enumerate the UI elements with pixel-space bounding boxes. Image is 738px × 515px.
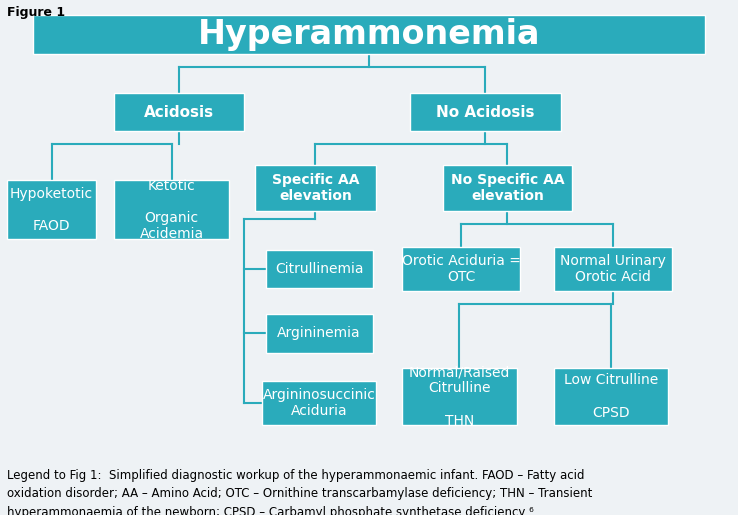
- FancyBboxPatch shape: [402, 247, 520, 291]
- FancyBboxPatch shape: [262, 381, 376, 425]
- FancyBboxPatch shape: [554, 368, 668, 425]
- Text: Hyperammonemia: Hyperammonemia: [198, 18, 540, 52]
- Text: Specific AA
elevation: Specific AA elevation: [272, 173, 359, 203]
- FancyBboxPatch shape: [255, 165, 376, 211]
- Text: No Acidosis: No Acidosis: [436, 105, 534, 119]
- FancyBboxPatch shape: [266, 314, 373, 353]
- Text: Normal/Raised
Citrulline

THN: Normal/Raised Citrulline THN: [409, 365, 510, 428]
- Text: Low Citrulline

CPSD: Low Citrulline CPSD: [564, 373, 658, 420]
- Text: No Specific AA
elevation: No Specific AA elevation: [451, 173, 564, 203]
- Text: Hypoketotic

FAOD: Hypoketotic FAOD: [10, 186, 93, 233]
- FancyBboxPatch shape: [114, 93, 244, 131]
- FancyBboxPatch shape: [554, 247, 672, 291]
- FancyBboxPatch shape: [33, 15, 705, 54]
- Text: Acidosis: Acidosis: [144, 105, 214, 119]
- FancyBboxPatch shape: [114, 180, 229, 239]
- Text: Argininosuccinic
Aciduria: Argininosuccinic Aciduria: [263, 388, 376, 418]
- Text: Ketotic

Organic
Acidemia: Ketotic Organic Acidemia: [139, 179, 204, 241]
- FancyBboxPatch shape: [443, 165, 572, 211]
- Text: Legend to Fig 1:  Simplified diagnostic workup of the hyperammonaemic infant. FA: Legend to Fig 1: Simplified diagnostic w…: [7, 469, 585, 482]
- Text: hyperammonaemia of the newborn; CPSD – Carbamyl phosphate synthetase deficiency : hyperammonaemia of the newborn; CPSD – C…: [7, 506, 534, 515]
- FancyBboxPatch shape: [7, 180, 96, 239]
- Text: oxidation disorder; AA – Amino Acid; OTC – Ornithine transcarbamylase deficiency: oxidation disorder; AA – Amino Acid; OTC…: [7, 487, 593, 500]
- Text: Orotic Aciduria =
OTC: Orotic Aciduria = OTC: [401, 254, 521, 284]
- Text: Normal Urinary
Orotic Acid: Normal Urinary Orotic Acid: [559, 254, 666, 284]
- FancyBboxPatch shape: [402, 368, 517, 425]
- FancyBboxPatch shape: [410, 93, 561, 131]
- FancyBboxPatch shape: [266, 250, 373, 288]
- Text: Argininemia: Argininemia: [277, 327, 361, 340]
- Text: Citrullinemia: Citrullinemia: [275, 262, 363, 276]
- Text: Figure 1: Figure 1: [7, 6, 66, 19]
